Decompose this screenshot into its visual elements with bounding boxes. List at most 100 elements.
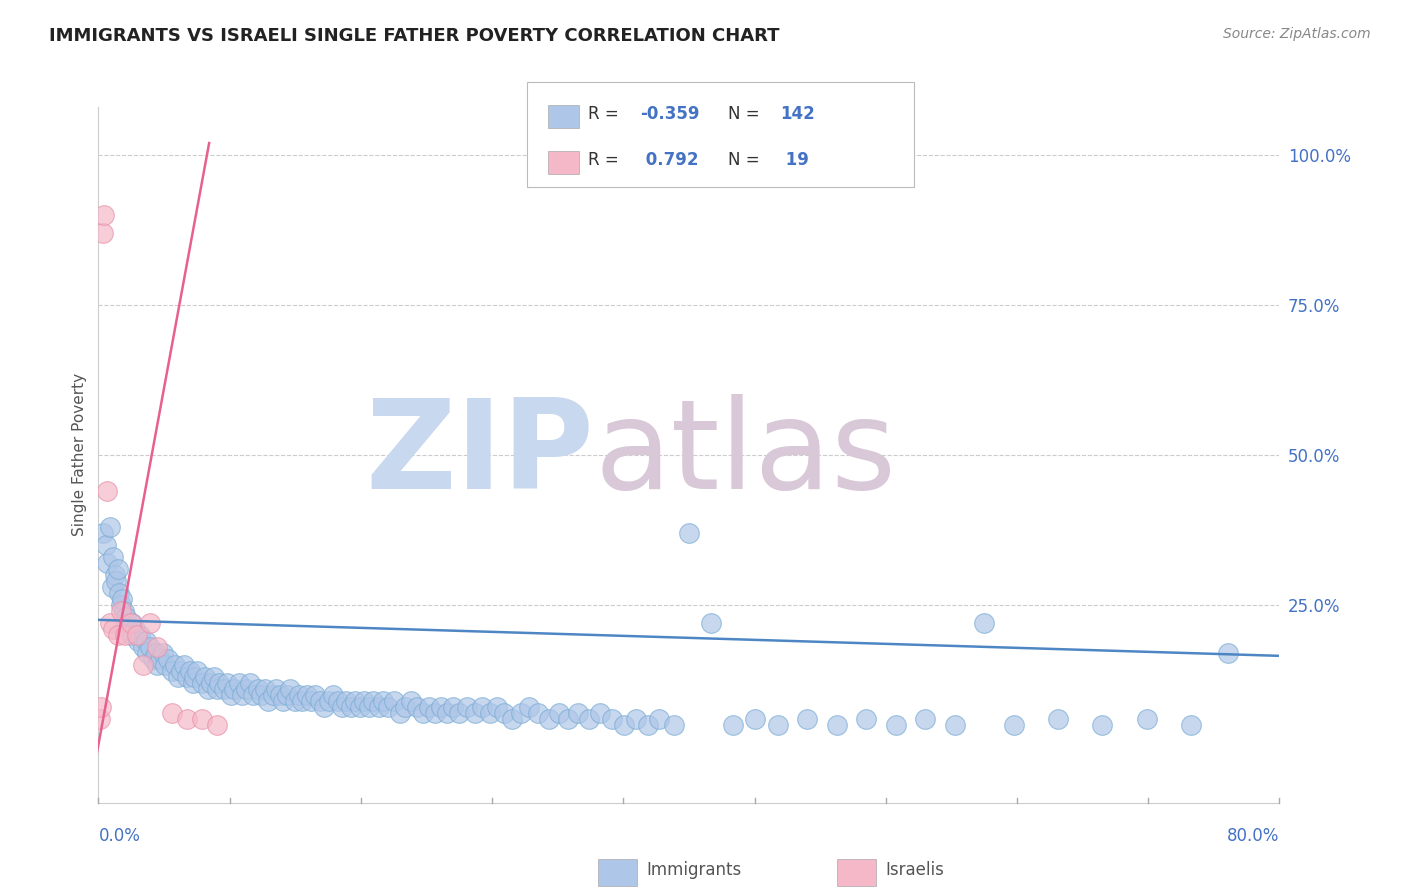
Point (271, 694, 294, 708)
Point (1135, 712, 1157, 726)
Point (284, 694, 307, 708)
Point (117, 622, 139, 636)
Point (299, 694, 322, 708)
Point (205, 681, 228, 696)
Point (721, 718, 744, 732)
Point (1002, 718, 1025, 732)
Point (96, 483, 118, 498)
Point (167, 670, 190, 684)
Point (114, 615, 136, 630)
Point (107, 562, 129, 576)
Point (357, 699, 380, 714)
Point (519, 699, 541, 714)
Point (1180, 718, 1202, 732)
Point (110, 604, 132, 618)
Point (262, 688, 284, 702)
Point (98, 615, 121, 630)
Point (624, 712, 647, 726)
Point (142, 652, 165, 666)
Text: Israelis: Israelis (886, 861, 945, 879)
Point (353, 694, 375, 708)
Point (318, 694, 340, 708)
Point (235, 681, 257, 696)
Text: ZIP: ZIP (366, 394, 595, 516)
Point (340, 699, 363, 714)
Point (145, 646, 167, 660)
Point (796, 712, 818, 726)
Point (107, 628, 129, 642)
Text: 80.0%: 80.0% (1227, 827, 1279, 845)
Point (115, 610, 138, 624)
Text: N =: N = (728, 151, 759, 169)
Point (304, 688, 326, 702)
Point (269, 688, 291, 702)
Point (146, 657, 169, 672)
Point (202, 670, 225, 684)
Point (100, 580, 122, 594)
Point (250, 688, 273, 702)
Point (664, 718, 686, 732)
Point (170, 664, 193, 678)
Point (162, 706, 183, 720)
Point (288, 688, 311, 702)
Point (943, 718, 966, 732)
Point (548, 706, 571, 720)
Point (322, 688, 344, 702)
Point (527, 706, 550, 720)
Point (373, 694, 395, 708)
Text: R =: R = (588, 151, 619, 169)
Point (231, 688, 253, 702)
Point (309, 694, 332, 708)
Point (486, 699, 509, 714)
Point (162, 664, 183, 678)
Point (246, 681, 269, 696)
Point (501, 712, 523, 726)
Point (127, 633, 149, 648)
Point (401, 694, 423, 708)
Point (152, 646, 174, 660)
Point (128, 628, 150, 642)
Point (173, 657, 195, 672)
Point (257, 694, 280, 708)
Point (278, 681, 302, 696)
Text: R =: R = (588, 104, 619, 122)
Point (219, 688, 242, 702)
Point (191, 676, 214, 690)
Point (197, 681, 219, 696)
Text: 19: 19 (780, 151, 810, 169)
Point (578, 712, 600, 726)
Point (700, 615, 723, 630)
Point (90, 699, 112, 714)
Point (537, 712, 560, 726)
Point (105, 574, 128, 588)
Point (430, 699, 453, 714)
Point (108, 586, 131, 600)
Point (146, 640, 169, 654)
Text: IMMIGRANTS VS ISRAELI SINGLE FATHER POVERTY CORRELATION CHART: IMMIGRANTS VS ISRAELI SINGLE FATHER POVE… (49, 27, 780, 45)
Point (181, 676, 204, 690)
Point (121, 615, 143, 630)
Point (678, 525, 700, 540)
Point (441, 699, 464, 714)
Point (96, 556, 118, 570)
Point (648, 712, 671, 726)
Point (344, 694, 367, 708)
Point (447, 706, 470, 720)
Point (205, 718, 228, 732)
Point (766, 718, 789, 732)
Point (98, 520, 121, 534)
Point (368, 699, 391, 714)
Point (377, 699, 399, 714)
Point (254, 681, 277, 696)
Point (884, 718, 907, 732)
Y-axis label: Single Father Poverty: Single Father Poverty (72, 374, 87, 536)
Point (176, 712, 198, 726)
Point (215, 676, 238, 690)
Point (91, 525, 114, 540)
Point (200, 676, 222, 690)
Point (191, 712, 214, 726)
Point (94, 538, 117, 552)
Point (436, 706, 458, 720)
Point (825, 718, 848, 732)
Point (132, 640, 155, 654)
